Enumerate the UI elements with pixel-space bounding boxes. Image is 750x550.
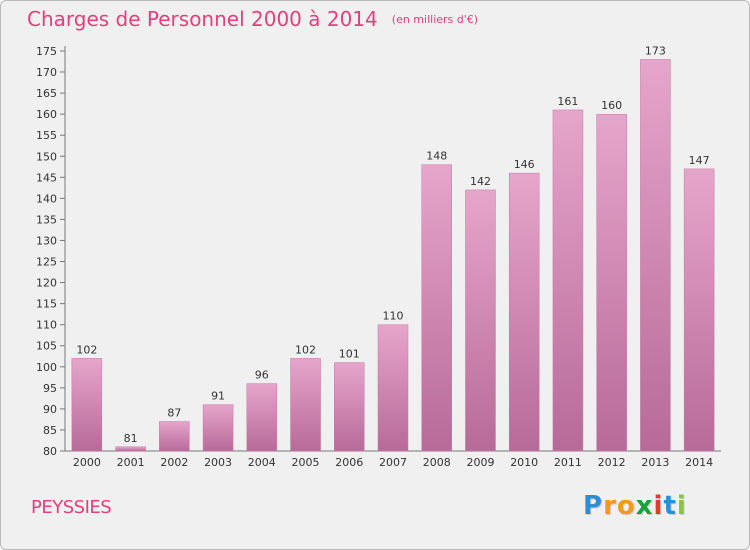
x-tick-label: 2005	[292, 456, 320, 469]
bar-value-label: 142	[470, 175, 491, 188]
logo-letter: o	[616, 491, 636, 521]
bar-value-label: 161	[557, 95, 578, 108]
logo-letter: t	[663, 491, 677, 521]
y-tick-label: 120	[36, 277, 57, 290]
bar-value-label: 148	[426, 150, 447, 163]
x-tick-label: 2013	[641, 456, 669, 469]
x-tick-label: 2014	[685, 456, 713, 469]
x-tick-label: 2002	[160, 456, 188, 469]
y-tick-label: 170	[36, 66, 57, 79]
title-text: Charges de Personnel 2000 à 2014	[27, 7, 378, 31]
y-tick-label: 115	[36, 298, 57, 311]
bar-value-label: 81	[124, 432, 138, 445]
x-tick-label: 2007	[379, 456, 407, 469]
commune-name: PEYSSIES	[31, 497, 112, 518]
x-tick-label: 2004	[248, 456, 276, 469]
bar-value-label: 87	[167, 407, 181, 420]
bar-value-label: 147	[689, 154, 710, 167]
y-tick-label: 85	[43, 424, 57, 437]
logo-letter: P	[583, 491, 604, 521]
bar	[290, 358, 321, 452]
unit-label: (en milliers d'€)	[391, 13, 479, 26]
y-tick-label: 100	[36, 361, 57, 374]
y-tick-label: 160	[36, 108, 57, 121]
bar	[596, 113, 627, 452]
x-tick-label: 2011	[554, 456, 582, 469]
bar-value-label: 102	[76, 343, 97, 356]
bar	[202, 404, 234, 452]
y-tick-label: 95	[43, 382, 57, 395]
y-tick-label: 105	[36, 340, 57, 353]
y-tick-label: 125	[36, 256, 57, 269]
x-tick-label: 2009	[466, 456, 494, 469]
bar	[115, 446, 146, 452]
bar	[421, 164, 452, 452]
x-tick-label: 2006	[335, 456, 363, 469]
proxiti-logo: Proxiti	[583, 491, 687, 521]
y-tick-label: 130	[36, 234, 57, 247]
y-tick-label: 150	[36, 150, 57, 163]
logo-letter: i	[653, 491, 664, 521]
bar	[640, 59, 671, 452]
bar-value-label: 96	[255, 369, 269, 382]
logo-letter: i	[676, 491, 687, 521]
bar-value-label: 91	[211, 390, 225, 403]
x-tick-label: 2003	[204, 456, 232, 469]
y-tick-label: 80	[43, 445, 57, 458]
y-tick-label: 175	[36, 45, 57, 58]
x-tick-label: 2012	[598, 456, 626, 469]
bar	[377, 324, 409, 452]
bar-value-label: 102	[295, 343, 316, 356]
bar-value-label: 110	[383, 310, 404, 323]
logo-letter: x	[635, 491, 654, 521]
chart-title: Charges de Personnel 2000 à 2014 (en mill…	[27, 7, 478, 31]
bar	[552, 109, 584, 452]
bar	[334, 362, 365, 452]
bar	[246, 383, 278, 452]
bar	[465, 189, 496, 452]
x-tick-label: 2010	[510, 456, 538, 469]
y-tick-label: 155	[36, 129, 57, 142]
y-tick-label: 90	[43, 403, 57, 416]
bar-value-label: 146	[514, 158, 535, 171]
bar	[71, 358, 103, 452]
y-tick-label: 135	[36, 213, 57, 226]
x-tick-label: 2008	[423, 456, 451, 469]
y-tick-label: 145	[36, 171, 57, 184]
y-tick-label: 140	[36, 192, 57, 205]
logo-letter: r	[603, 491, 617, 521]
y-tick-label: 110	[36, 319, 57, 332]
bar-value-label: 160	[601, 99, 622, 112]
bar	[508, 172, 540, 452]
x-tick-label: 2001	[117, 456, 145, 469]
x-tick-label: 2000	[73, 456, 101, 469]
bar	[683, 168, 715, 452]
bar-value-label: 101	[339, 348, 360, 361]
y-tick-label: 165	[36, 87, 57, 100]
bar-value-label: 173	[645, 44, 666, 57]
bar	[159, 421, 190, 452]
